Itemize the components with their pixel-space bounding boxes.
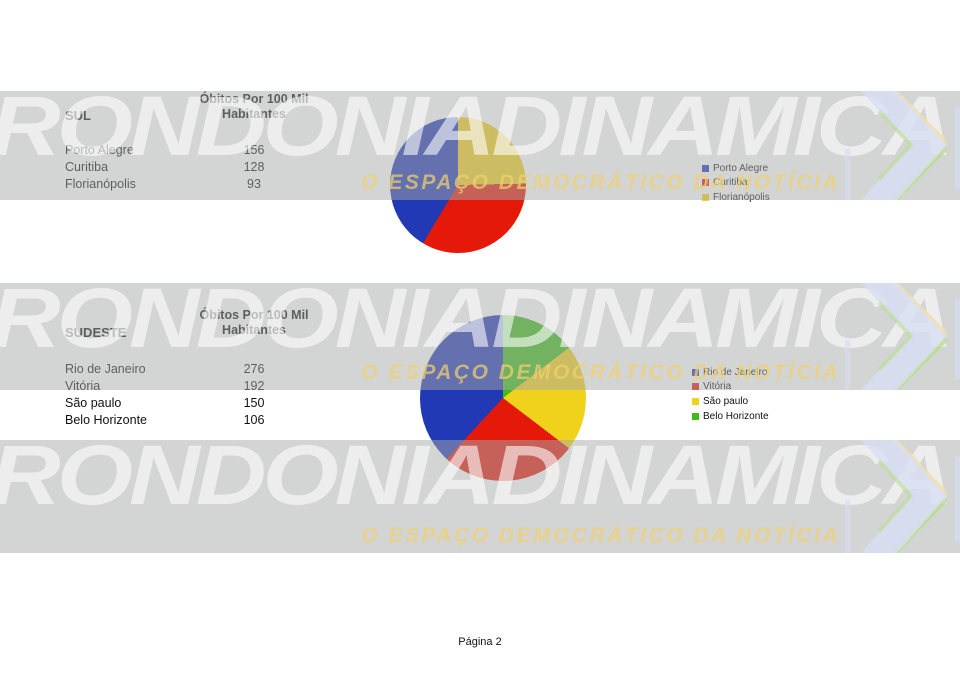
row-label: Vitória bbox=[65, 378, 101, 393]
row-label: Porto Alegre bbox=[65, 142, 134, 157]
table-row: São paulo 150 bbox=[65, 394, 317, 411]
legend-sudeste: Rio de Janeiro Vitória São paulo Belo Horiz… bbox=[692, 365, 769, 423]
row-value: 93 bbox=[247, 176, 261, 191]
legend-swatch bbox=[692, 412, 699, 420]
table-row: Porto Alegre 156 bbox=[65, 141, 317, 158]
legend-item: Rio de Janeiro bbox=[692, 365, 769, 380]
column-header-sudeste: Óbitos Por 100 Mil Habitantes bbox=[199, 308, 309, 337]
legend-label: Florianópolis bbox=[713, 191, 770, 203]
table-row: Curitiba 128 bbox=[65, 158, 317, 175]
row-value: 156 bbox=[243, 142, 265, 157]
legend-swatch bbox=[702, 179, 709, 187]
legend-item: Vitória bbox=[692, 380, 769, 395]
pie-chart-sul bbox=[390, 117, 526, 253]
legend-swatch bbox=[692, 397, 699, 405]
legend-swatch bbox=[702, 164, 709, 172]
legend-item: Belo Horizonte bbox=[692, 409, 769, 424]
legend-swatch bbox=[692, 383, 699, 391]
legend-sul: Porto Alegre Curitiba Florianópolis bbox=[702, 161, 770, 205]
column-header-sul: Óbitos Por 100 Mil Habitantes bbox=[199, 92, 309, 121]
region-title-sul: SUL bbox=[65, 108, 91, 123]
data-table-sul: Porto Alegre 156 Curitiba 128 Florianópolis 9… bbox=[65, 141, 317, 192]
legend-label: Belo Horizonte bbox=[703, 410, 769, 422]
legend-label: Curitiba bbox=[713, 177, 748, 189]
legend-item: São paulo bbox=[692, 394, 769, 409]
legend-swatch bbox=[692, 368, 699, 376]
table-row: Vitória 192 bbox=[65, 377, 317, 394]
legend-label: Rio de Janeiro bbox=[703, 366, 768, 378]
row-label: Rio de Janeiro bbox=[65, 361, 146, 376]
row-value: 106 bbox=[243, 412, 265, 427]
row-label: Curitiba bbox=[65, 159, 109, 174]
row-value: 150 bbox=[243, 395, 265, 410]
legend-swatch bbox=[702, 193, 709, 201]
pie-chart-sudeste bbox=[420, 315, 586, 481]
legend-label: São paulo bbox=[703, 395, 749, 407]
table-row: Florianópolis 93 bbox=[65, 175, 317, 192]
row-value: 276 bbox=[243, 361, 265, 376]
page-number: Página 2 bbox=[458, 636, 502, 648]
row-value: 192 bbox=[243, 378, 265, 393]
legend-item: Porto Alegre bbox=[702, 161, 770, 176]
legend-item: Florianópolis bbox=[702, 190, 770, 205]
table-row: Rio de Janeiro 276 bbox=[65, 360, 317, 377]
row-value: 128 bbox=[243, 159, 265, 174]
legend-item: Curitiba bbox=[702, 176, 770, 191]
region-title-sudeste: SUDESTE bbox=[65, 325, 127, 340]
row-label: São paulo bbox=[65, 395, 122, 410]
legend-label: Porto Alegre bbox=[713, 162, 769, 174]
row-label: Florianópolis bbox=[65, 176, 136, 191]
table-row: Belo Horizonte 106 bbox=[65, 411, 317, 428]
legend-label: Vitória bbox=[703, 381, 732, 393]
data-table-sudeste: Rio de Janeiro 276 Vitória 192 São paulo 150 B… bbox=[65, 360, 317, 428]
row-label: Belo Horizonte bbox=[65, 412, 147, 427]
